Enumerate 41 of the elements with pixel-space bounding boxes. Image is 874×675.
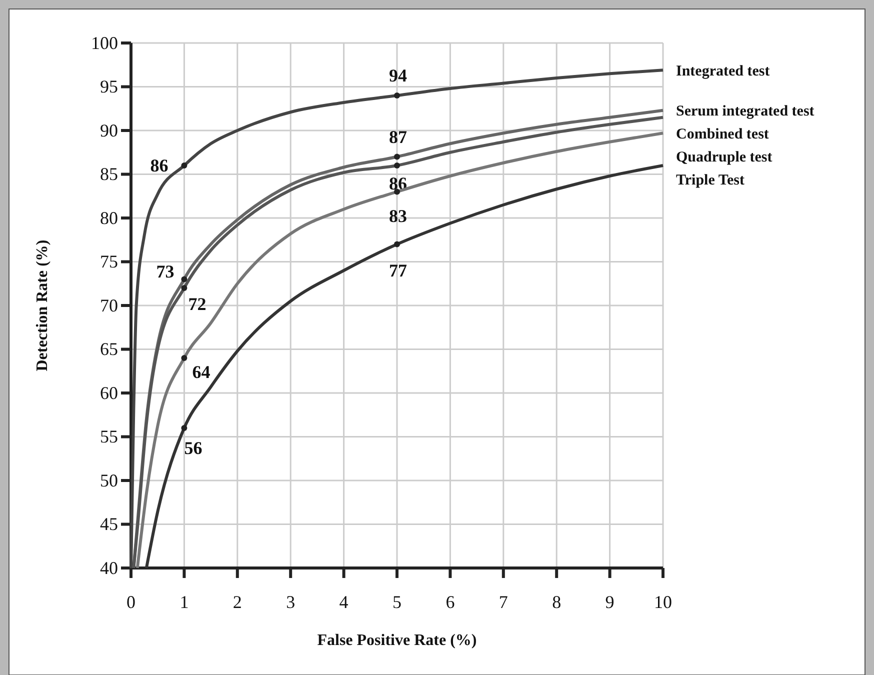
data-label: 73 [156,261,174,282]
x-tick-label: 9 [605,592,614,612]
x-tick-label: 1 [180,592,189,612]
x-tick-label: 2 [232,592,242,612]
y-tick-label: 85 [100,164,118,184]
data-label: 56 [184,438,202,458]
x-tick-label: 10 [654,592,672,612]
y-tick-label: 70 [100,295,118,316]
y-tick-label: 65 [100,339,118,360]
y-tick-label: 100 [91,32,118,53]
data-label: 64 [192,362,210,382]
data-label: 86 [389,174,407,194]
x-tick-label: 6 [446,592,455,612]
data-label: 86 [150,156,168,176]
y-tick-label: 60 [100,382,118,403]
x-axis-title: False Positive Rate (%) [317,632,477,649]
series-label: Serum integrated test [676,104,814,120]
y-tick-label: 55 [100,426,118,447]
x-tick-label: 8 [552,592,562,612]
x-tick-label: 5 [392,592,402,612]
y-axis-title: Detection Rate (%) [34,240,51,372]
y-tick-label: 45 [100,514,118,534]
x-tick-label: 4 [339,592,348,612]
series-label: Integrated test [676,63,770,80]
y-tick-label: 75 [100,252,118,272]
series-label: Combined test [676,126,769,143]
y-tick-label: 80 [100,208,118,228]
x-tick-label: 3 [286,592,296,612]
y-tick-label: 95 [100,76,118,97]
series-label: Quadruple test [676,150,772,166]
y-tick-label: 50 [100,470,118,490]
x-tick-label: 0 [126,592,136,612]
data-label: 87 [389,126,407,147]
series-label: Triple Test [676,172,744,189]
data-label: 77 [389,260,407,280]
x-tick-label: 7 [498,592,508,612]
data-label: 83 [389,206,407,226]
data-label: 94 [389,66,407,86]
data-label: 72 [188,294,206,314]
y-tick-label: 40 [100,558,118,578]
y-tick-label: 90 [100,120,118,140]
